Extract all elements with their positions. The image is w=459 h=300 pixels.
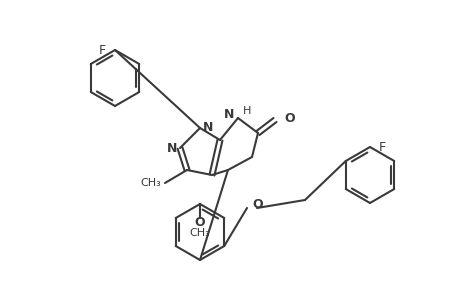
Text: CH₃: CH₃ [189, 228, 210, 238]
Text: F: F [378, 140, 385, 154]
Text: CH₃: CH₃ [140, 178, 161, 188]
Text: H: H [242, 106, 251, 116]
Text: O: O [252, 197, 262, 211]
Text: F: F [99, 44, 106, 56]
Text: O: O [194, 217, 205, 230]
Text: N: N [223, 107, 234, 121]
Text: N: N [166, 142, 177, 154]
Text: O: O [283, 112, 294, 124]
Text: N: N [202, 121, 213, 134]
